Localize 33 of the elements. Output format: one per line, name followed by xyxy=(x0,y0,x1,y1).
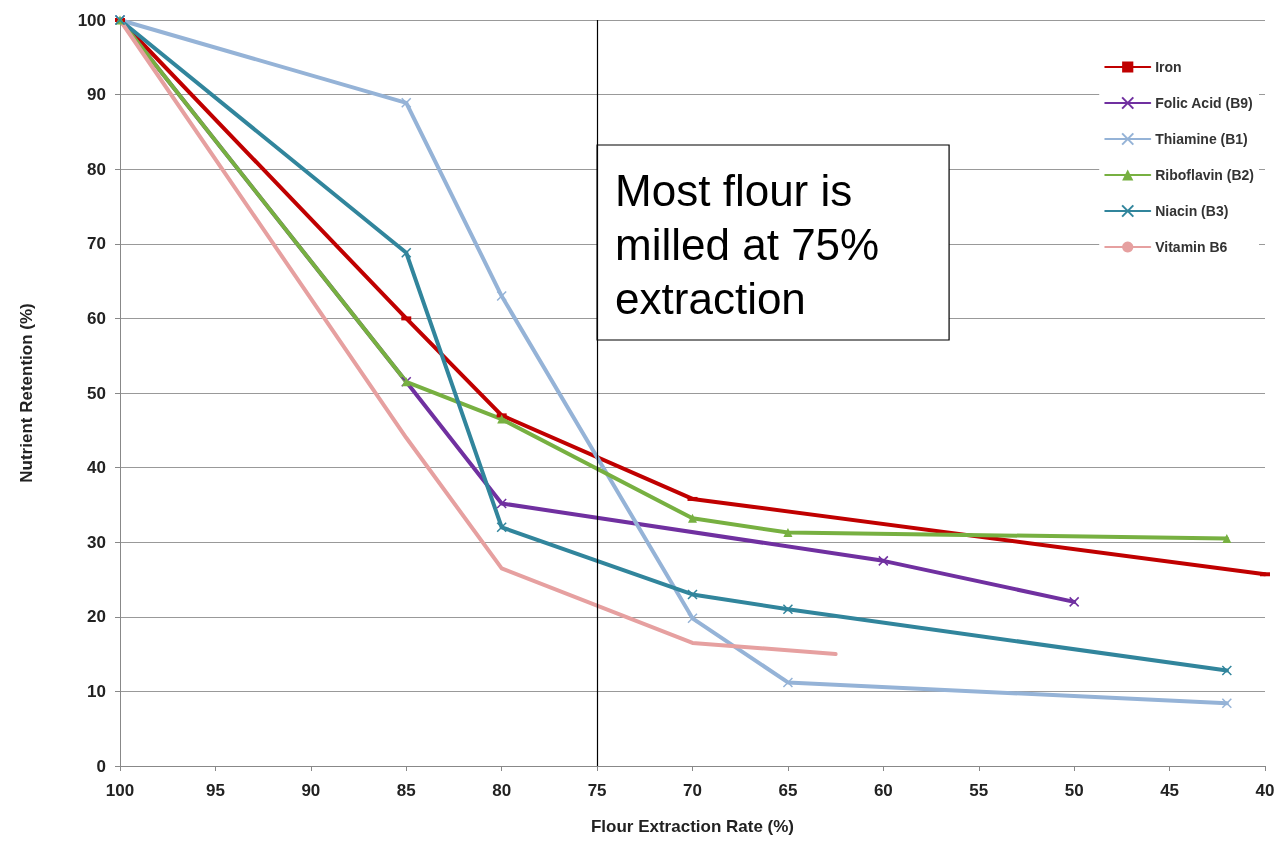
y-tick-label: 20 xyxy=(87,607,106,627)
y-tick-label: 100 xyxy=(77,10,106,30)
legend-label: Riboflavin (B2) xyxy=(1155,167,1254,183)
x-tick-label: 45 xyxy=(1160,781,1180,800)
ref-line-label: Most flour is milled at 75% extraction xyxy=(615,165,880,323)
x-axis-title: Flour Extraction Rate (%) xyxy=(590,817,795,836)
y-tick-label: 50 xyxy=(87,383,106,403)
legend-label: Niacin (B3) xyxy=(1155,203,1229,219)
legend-label: Folic Acid (B9) xyxy=(1155,95,1253,111)
x-tick-label: 90 xyxy=(301,781,321,800)
x-tick-label: 50 xyxy=(1064,781,1084,800)
y-tick-label: 10 xyxy=(87,681,106,701)
x-tick-label: 100 xyxy=(105,781,135,800)
legend-label: Thiamine (B1) xyxy=(1155,131,1248,147)
x-tick-label: 55 xyxy=(969,781,989,800)
x-tick-label: 40 xyxy=(1255,781,1275,800)
y-axis-title: Nutrient Retention (%) xyxy=(17,303,36,483)
y-tick-label: 70 xyxy=(87,234,106,254)
y-tick-label: 40 xyxy=(87,458,106,478)
x-tick-label: 85 xyxy=(396,781,416,800)
x-tick-label: 60 xyxy=(873,781,893,800)
y-tick-label: 30 xyxy=(87,532,106,552)
x-tick-label: 65 xyxy=(778,781,798,800)
y-tick-label: 0 xyxy=(96,756,106,776)
x-tick-label: 70 xyxy=(683,781,702,800)
x-tick-label: 80 xyxy=(492,781,512,800)
x-tick-label: 95 xyxy=(205,781,225,800)
x-tick-label: 75 xyxy=(587,781,607,800)
legend-label: Iron xyxy=(1155,59,1182,75)
y-tick-label: 60 xyxy=(87,308,106,328)
y-tick-label: 80 xyxy=(87,159,106,179)
legend-label: Vitamin B6 xyxy=(1155,239,1228,255)
y-tick-label: 90 xyxy=(87,85,106,105)
